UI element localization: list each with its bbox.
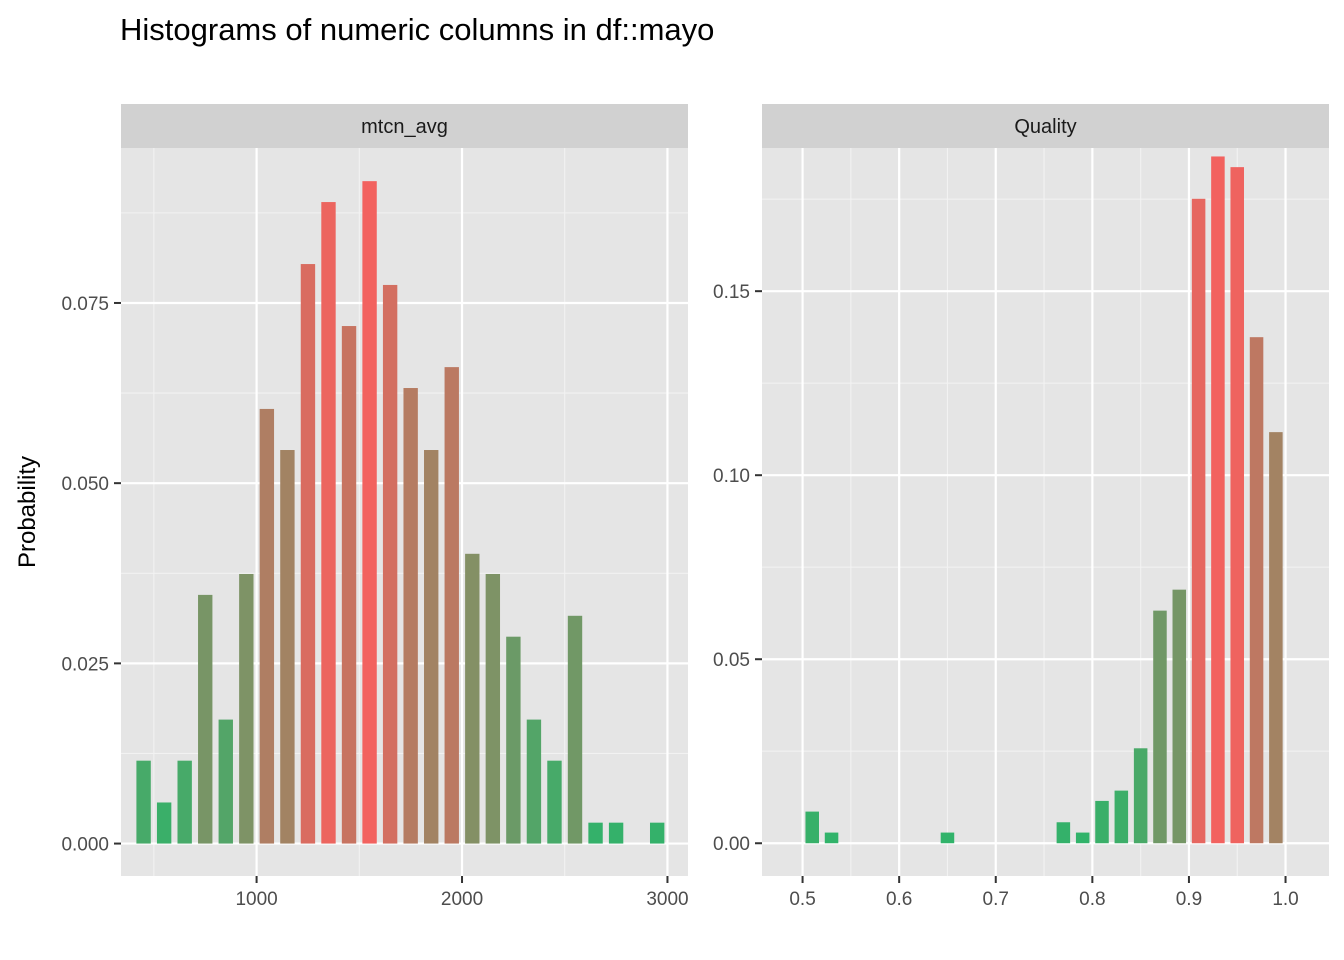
x-tick-label: 0.9 xyxy=(1176,889,1202,910)
histogram-bar xyxy=(280,450,295,844)
histogram-bar xyxy=(259,408,275,844)
facet-strip xyxy=(121,104,688,148)
histogram-bar xyxy=(485,573,501,844)
histogram-bar xyxy=(1095,800,1109,844)
histogram-bar xyxy=(341,326,357,844)
histogram-bar xyxy=(1114,790,1129,844)
histogram-bar xyxy=(526,719,542,844)
histogram-bar xyxy=(382,284,398,844)
y-tick-label: 0.00 xyxy=(713,834,750,855)
y-tick-label: 0.10 xyxy=(713,466,750,487)
facet-strip-label: mtcn_avg xyxy=(361,116,448,138)
x-axis: 0.5 0.6 0.7 0.8 0.9 1.0 xyxy=(789,876,1299,910)
y-tick-label: 0.075 xyxy=(61,294,109,315)
y-axis-label: Probability xyxy=(14,456,41,568)
y-axis: 0.000 0.025 0.050 0.075 xyxy=(61,294,121,856)
histogram-bar xyxy=(156,802,172,844)
histogram-bar xyxy=(218,719,233,844)
histogram-bar xyxy=(136,760,151,844)
facet-panel-mtcn-avg: mtcn_avg 1000 2000 3000 0.0000.0250.0500.0… xyxy=(61,104,689,910)
histogram-bar xyxy=(1191,198,1206,844)
histogram-bar xyxy=(444,367,459,844)
histogram-bar xyxy=(824,832,839,844)
histogram-bar xyxy=(1075,832,1090,844)
x-tick-label: 0.6 xyxy=(886,889,912,910)
histogram-bar xyxy=(1056,822,1071,844)
histogram-bar xyxy=(300,264,316,844)
x-axis: 1000 2000 3000 xyxy=(235,876,689,910)
x-tick-label: 0.8 xyxy=(1079,889,1105,910)
histogram-bar xyxy=(1211,156,1225,844)
histogram-bars xyxy=(136,181,665,844)
histogram-bar xyxy=(424,450,439,844)
histogram-bar xyxy=(940,832,955,844)
x-tick-label: 3000 xyxy=(646,889,688,910)
histogram-bar xyxy=(403,388,418,844)
histogram-bar xyxy=(1249,337,1264,844)
facet-strip-label: Quality xyxy=(1014,116,1076,138)
x-tick-label: 1000 xyxy=(235,889,277,910)
facet-strip xyxy=(762,104,1329,148)
facet-panel-quality: Quality 0.5 0.6 0.7 0.8 0.9 1.0 0.000.050.100… xyxy=(713,104,1329,910)
histogram-bars xyxy=(805,156,1283,844)
histogram-bar xyxy=(1172,589,1187,844)
histogram-bar xyxy=(547,760,562,844)
histogram-bar xyxy=(1133,748,1148,844)
histogram-bar xyxy=(588,822,603,844)
y-tick-label: 0.15 xyxy=(713,282,750,303)
y-tick-label: 0.05 xyxy=(713,650,750,671)
histogram-bar xyxy=(198,594,213,844)
histogram-bar xyxy=(506,636,521,844)
histogram-bar xyxy=(649,822,665,844)
histogram-bar xyxy=(608,822,624,844)
x-tick-label: 0.7 xyxy=(983,889,1009,910)
histogram-bar xyxy=(362,181,377,844)
x-tick-label: 2000 xyxy=(441,889,483,910)
histogram-bar xyxy=(567,615,583,844)
y-tick-label: 0.000 xyxy=(61,835,109,856)
histogram-bar xyxy=(321,202,336,844)
chart-title: Histograms of numeric columns in df::may… xyxy=(120,12,714,47)
y-axis: 0.00 0.05 0.10 0.15 xyxy=(713,282,762,855)
x-tick-label: 1.0 xyxy=(1272,889,1298,910)
histogram-bar xyxy=(465,553,480,844)
histogram-bar xyxy=(1269,432,1283,844)
histogram-bar xyxy=(1153,610,1167,844)
histogram-bar xyxy=(805,811,819,844)
histogram-bar xyxy=(239,573,254,844)
x-tick-label: 0.5 xyxy=(789,889,815,910)
histogram-bar xyxy=(177,760,192,844)
histogram-bar xyxy=(1230,167,1244,844)
y-tick-label: 0.025 xyxy=(61,654,109,675)
y-tick-label: 0.050 xyxy=(61,474,109,495)
